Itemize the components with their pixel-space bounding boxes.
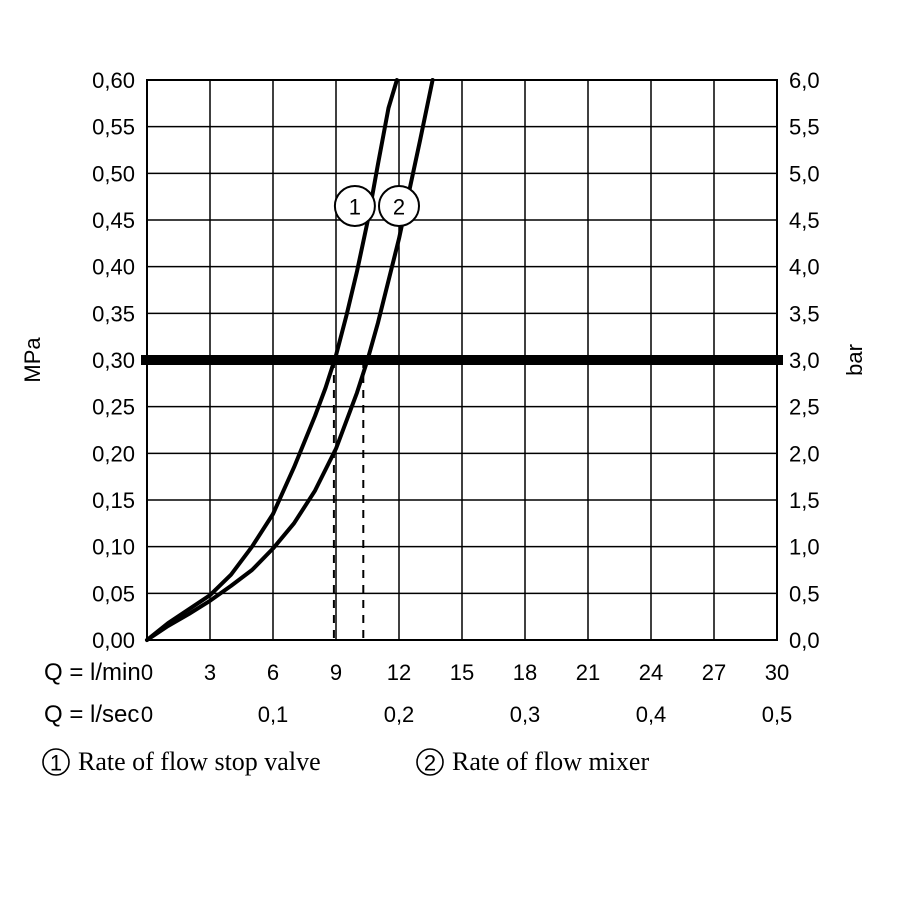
x-primary-tick: 18 — [513, 660, 537, 685]
y-right-tick: 4,0 — [789, 255, 820, 280]
x-secondary-tick: 0,3 — [510, 702, 541, 727]
x-primary-tick: 3 — [204, 660, 216, 685]
y-right-tick: 2,5 — [789, 395, 820, 420]
x-primary-tick: 6 — [267, 660, 279, 685]
y-right-tick: 1,0 — [789, 535, 820, 560]
x-secondary-tick: 0,5 — [762, 702, 793, 727]
x-secondary-tick: 0 — [141, 702, 153, 727]
y-left-tick: 0,30 — [92, 348, 135, 373]
y-right-label: bar — [842, 344, 867, 376]
x-primary-label: Q = l/min — [44, 659, 141, 686]
svg-text:1: 1 — [349, 195, 361, 220]
series-marker-1: 1 — [335, 186, 375, 226]
y-left-tick: 0,00 — [92, 628, 135, 653]
y-left-tick: 0,25 — [92, 395, 135, 420]
y-left-tick: 0,05 — [92, 581, 135, 606]
legend-item-2: Rate of flow mixer — [452, 747, 649, 776]
y-right-tick: 5,0 — [789, 161, 820, 186]
y-left-tick: 0,35 — [92, 301, 135, 326]
y-right-tick: 3,5 — [789, 301, 820, 326]
svg-text:1: 1 — [50, 751, 62, 776]
chart-svg: 120,000,050,100,150,200,250,300,350,400,… — [0, 0, 900, 900]
x-primary-tick: 15 — [450, 660, 474, 685]
y-right-tick: 3,0 — [789, 348, 820, 373]
y-right-tick: 0,0 — [789, 628, 820, 653]
y-right-tick: 4,5 — [789, 208, 820, 233]
series-marker-2: 2 — [379, 186, 419, 226]
y-right-tick: 0,5 — [789, 581, 820, 606]
svg-text:2: 2 — [424, 751, 436, 776]
x-primary-tick: 9 — [330, 660, 342, 685]
y-left-tick: 0,40 — [92, 255, 135, 280]
y-left-tick: 0,15 — [92, 488, 135, 513]
x-primary-tick: 21 — [576, 660, 600, 685]
x-secondary-tick: 0,4 — [636, 702, 667, 727]
y-left-tick: 0,20 — [92, 441, 135, 466]
x-secondary-tick: 0,1 — [258, 702, 289, 727]
y-left-tick: 0,10 — [92, 535, 135, 560]
x-primary-tick: 30 — [765, 660, 789, 685]
flow-rate-chart: 120,000,050,100,150,200,250,300,350,400,… — [0, 0, 900, 900]
svg-text:2: 2 — [393, 195, 405, 220]
y-right-tick: 6,0 — [789, 68, 820, 93]
y-right-tick: 1,5 — [789, 488, 820, 513]
y-right-tick: 2,0 — [789, 441, 820, 466]
y-left-tick: 0,55 — [92, 115, 135, 140]
x-primary-tick: 24 — [639, 660, 663, 685]
legend-item-1: Rate of flow stop valve — [78, 747, 321, 776]
y-left-tick: 0,50 — [92, 161, 135, 186]
x-primary-tick: 12 — [387, 660, 411, 685]
x-secondary-label: Q = l/sec — [44, 701, 139, 728]
x-secondary-tick: 0,2 — [384, 702, 415, 727]
x-primary-tick: 0 — [141, 660, 153, 685]
y-right-tick: 5,5 — [789, 115, 820, 140]
y-left-label: MPa — [20, 337, 45, 383]
x-primary-tick: 27 — [702, 660, 726, 685]
y-left-tick: 0,45 — [92, 208, 135, 233]
y-left-tick: 0,60 — [92, 68, 135, 93]
